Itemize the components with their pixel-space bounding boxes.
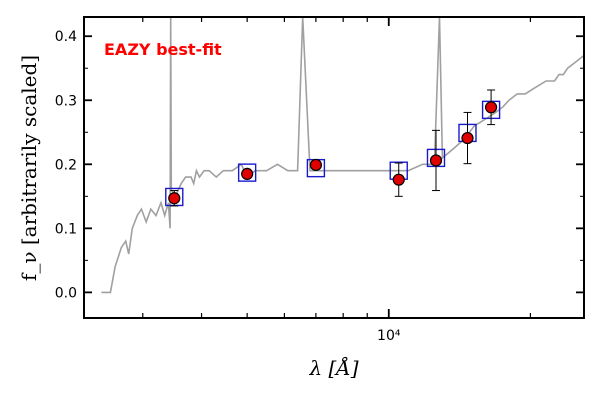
x-tick-label: 10⁴ bbox=[377, 328, 401, 344]
observed-flux-point bbox=[392, 173, 405, 186]
observed-flux-layer bbox=[168, 89, 498, 207]
plot-frame bbox=[83, 16, 585, 319]
y-tick-label: 0.1 bbox=[55, 221, 77, 237]
observed-flux-point bbox=[429, 154, 443, 167]
observed-flux-point bbox=[309, 158, 322, 172]
observed-flux-point bbox=[484, 101, 498, 114]
observed-flux-point bbox=[241, 167, 254, 181]
y-tick-label: 0.2 bbox=[55, 157, 77, 173]
y-tick-label: 0.3 bbox=[55, 93, 77, 109]
axis-ticks: 0.0 0.1 0.2 0.3 0.4 10⁴ bbox=[55, 17, 584, 344]
x-axis-label: λ [Å] bbox=[308, 355, 358, 380]
observed-flux-point bbox=[461, 131, 474, 145]
y-axis-label: f_ν [arbitrarily scaled] bbox=[17, 55, 41, 281]
y-tick-label: 0.4 bbox=[55, 29, 77, 45]
observed-flux-point bbox=[168, 192, 181, 205]
model-flux-square bbox=[237, 163, 257, 182]
annotation-label: EAZY best-fit bbox=[104, 40, 222, 59]
model-flux-layer bbox=[165, 100, 501, 207]
y-tick-label: 0.0 bbox=[55, 285, 77, 301]
